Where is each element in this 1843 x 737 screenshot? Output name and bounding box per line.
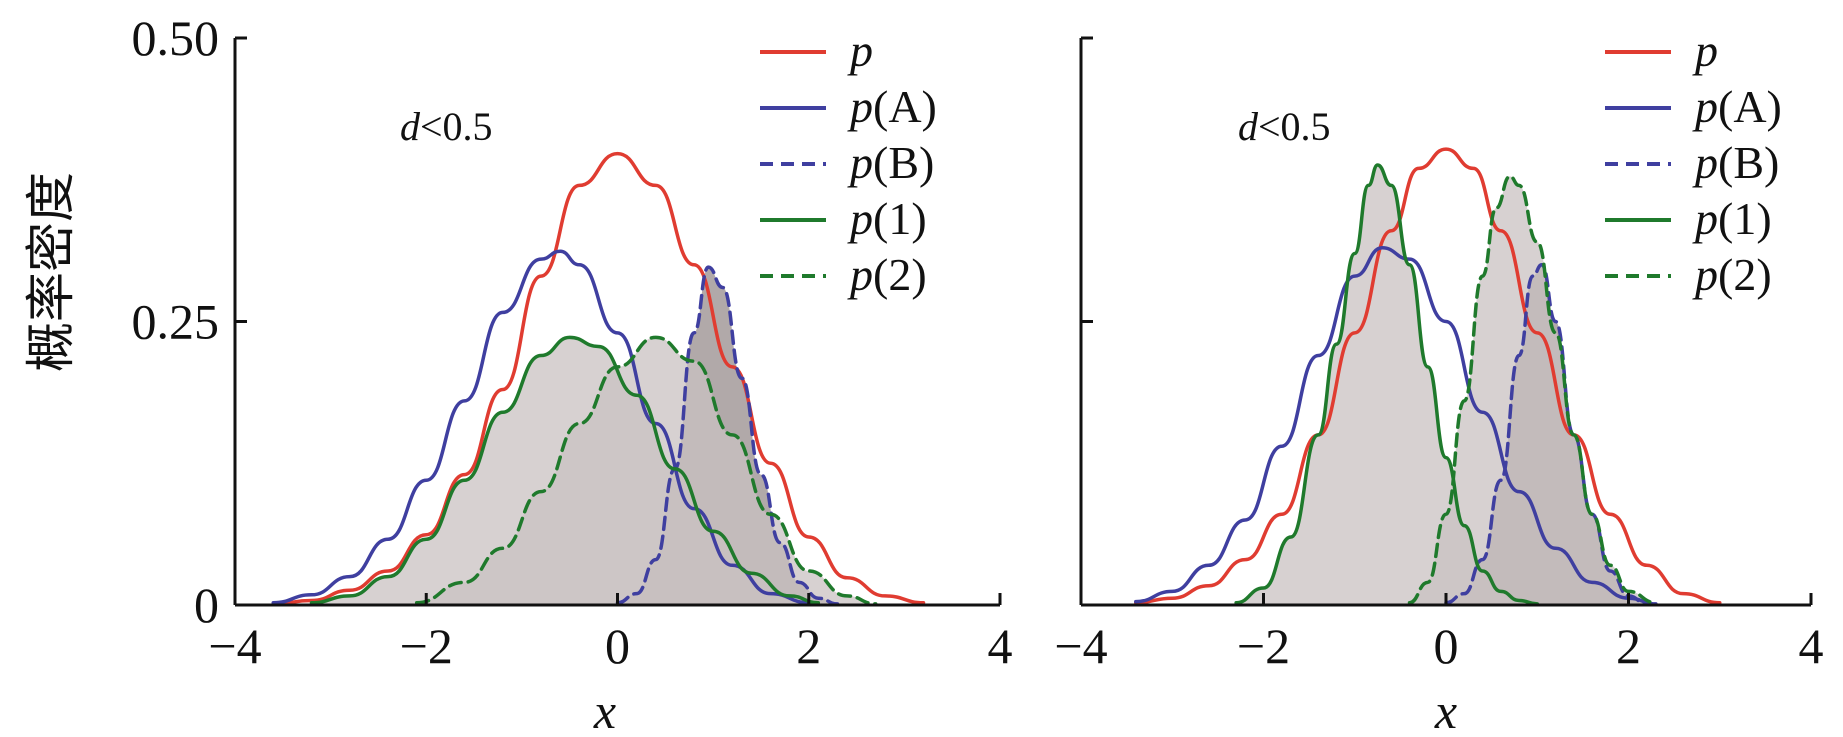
series-line-pA [1134,246,1658,606]
annotation-text: <0.5 [420,104,493,149]
series-line-pB [1444,263,1649,606]
x-tick-label: 2 [796,618,821,674]
panel-left: −4 −2 0 2 4 0 0.25 0.50 d<0.5 x pp(A)p(B)p(1)p(… [132,10,1013,737]
x-tick-label: 4 [988,618,1013,674]
series-line-p2 [1407,174,1658,605]
x-tick-label: 4 [1799,618,1824,674]
series-line-p [271,151,926,606]
y-tick-label: 0 [194,577,219,633]
series-line-p1 [309,335,821,605]
series-line-pA [271,249,811,605]
x-axis-label-left: x [593,683,616,737]
y-tick-label: 0.25 [132,294,220,350]
x-tick-label: −4 [208,618,261,674]
x-tick-label: 0 [1434,618,1459,674]
area-p1-fill [1236,165,1538,605]
y-tick-label: 0.50 [132,10,220,66]
legend-label: p(A) [1692,81,1782,132]
annotation-text: <0.5 [1258,104,1331,149]
series-line-p1 [1234,163,1539,606]
x-tick-label: 0 [605,618,630,674]
legend-label: p [847,25,873,76]
x-tick-label: −2 [1237,618,1290,674]
legend-label: p [1692,25,1718,76]
legend-label: p(1) [847,193,927,244]
x-tick-label: −4 [1054,618,1107,674]
series-line-p2 [414,335,878,606]
legend-label: p(B) [847,137,934,188]
annotation-right: d<0.5 [1238,104,1331,149]
annotation-var: d [1238,104,1259,149]
x-tick-label: 2 [1616,618,1641,674]
series-line-pB [615,265,840,606]
x-tick-label: −2 [400,618,453,674]
legend-label: p(A) [847,81,937,132]
legend-label: p(2) [847,249,927,300]
area-p2-fill [416,337,876,605]
annotation-left: d<0.5 [400,104,493,149]
series-line-p [1134,147,1722,605]
annotation-var: d [400,104,421,149]
legend-label: p(2) [1692,249,1772,300]
legend-label: p(1) [1692,193,1772,244]
x-axis-label-right: x [1434,683,1457,737]
y-axis-label: 概率密度 [22,172,80,372]
panel-right: −4 −2 0 2 4 d<0.5 x pp(A)p(B)p(1)p(2) [1054,25,1823,737]
area-p2-fill [1409,176,1656,605]
legend-label: p(B) [1692,137,1779,188]
